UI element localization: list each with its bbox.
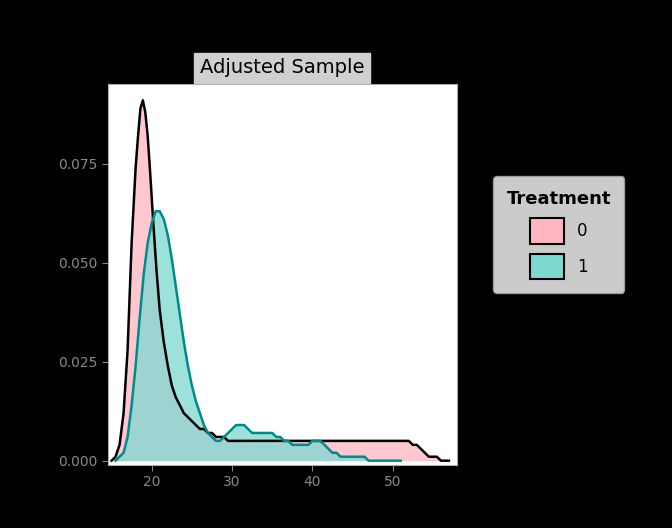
Title: Adjusted Sample: Adjusted Sample — [200, 59, 364, 78]
Legend: 0, 1: 0, 1 — [493, 176, 624, 293]
